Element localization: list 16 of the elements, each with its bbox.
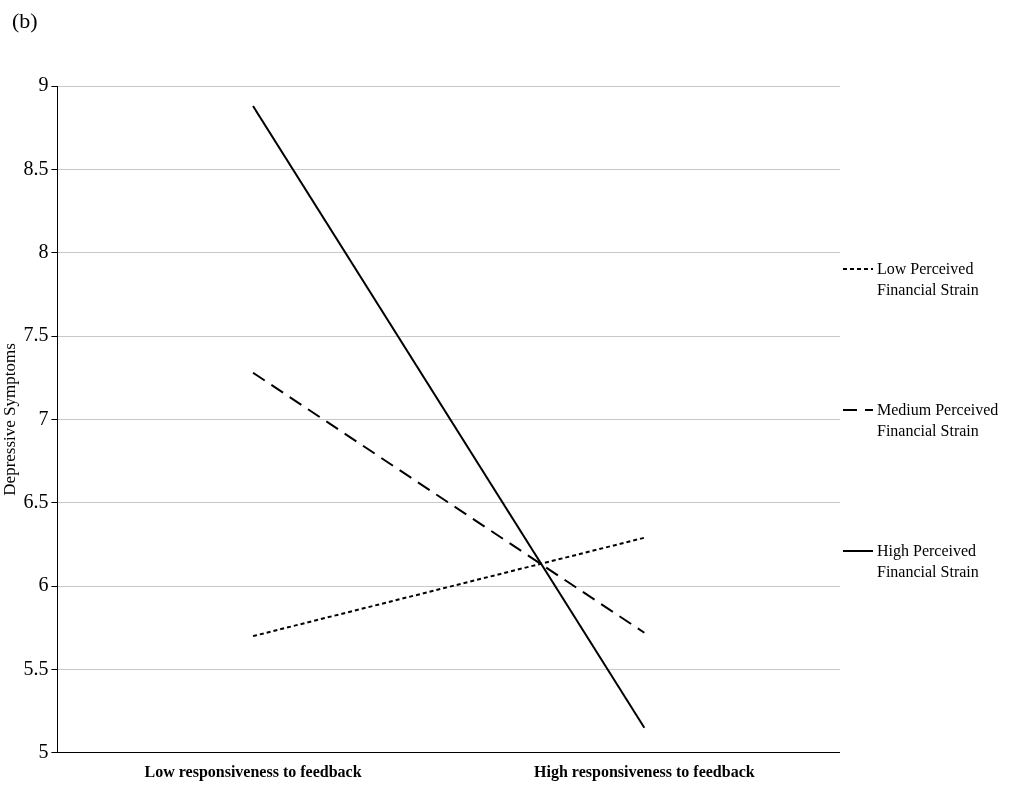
- text: (b): [12, 8, 38, 34]
- y-tick-label: 7.5: [23, 323, 49, 346]
- y-tick-label: 9: [38, 73, 49, 96]
- x-tick-label: High responsiveness to feedback: [534, 762, 755, 781]
- y-tick-label: 5: [38, 740, 49, 763]
- legend-label: High Perceived Financial Strain: [877, 541, 980, 582]
- y-tick-label: 8.5: [23, 156, 49, 179]
- y-tick-label: 7: [38, 406, 49, 429]
- y-tick-label: 5.5: [23, 656, 49, 679]
- x-tick-label: Low responsiveness to feedback: [144, 762, 362, 781]
- legend-label: Low Perceived Financial Strain: [877, 259, 980, 300]
- y-axis-title: Depressive Symptoms: [0, 343, 19, 496]
- y-tick-label: 8: [38, 239, 49, 262]
- y-tick-label: 6.5: [23, 490, 49, 512]
- y-tick-label: 6: [38, 573, 49, 596]
- legend-label: Medium Perceived Financial Strain: [877, 400, 1000, 441]
